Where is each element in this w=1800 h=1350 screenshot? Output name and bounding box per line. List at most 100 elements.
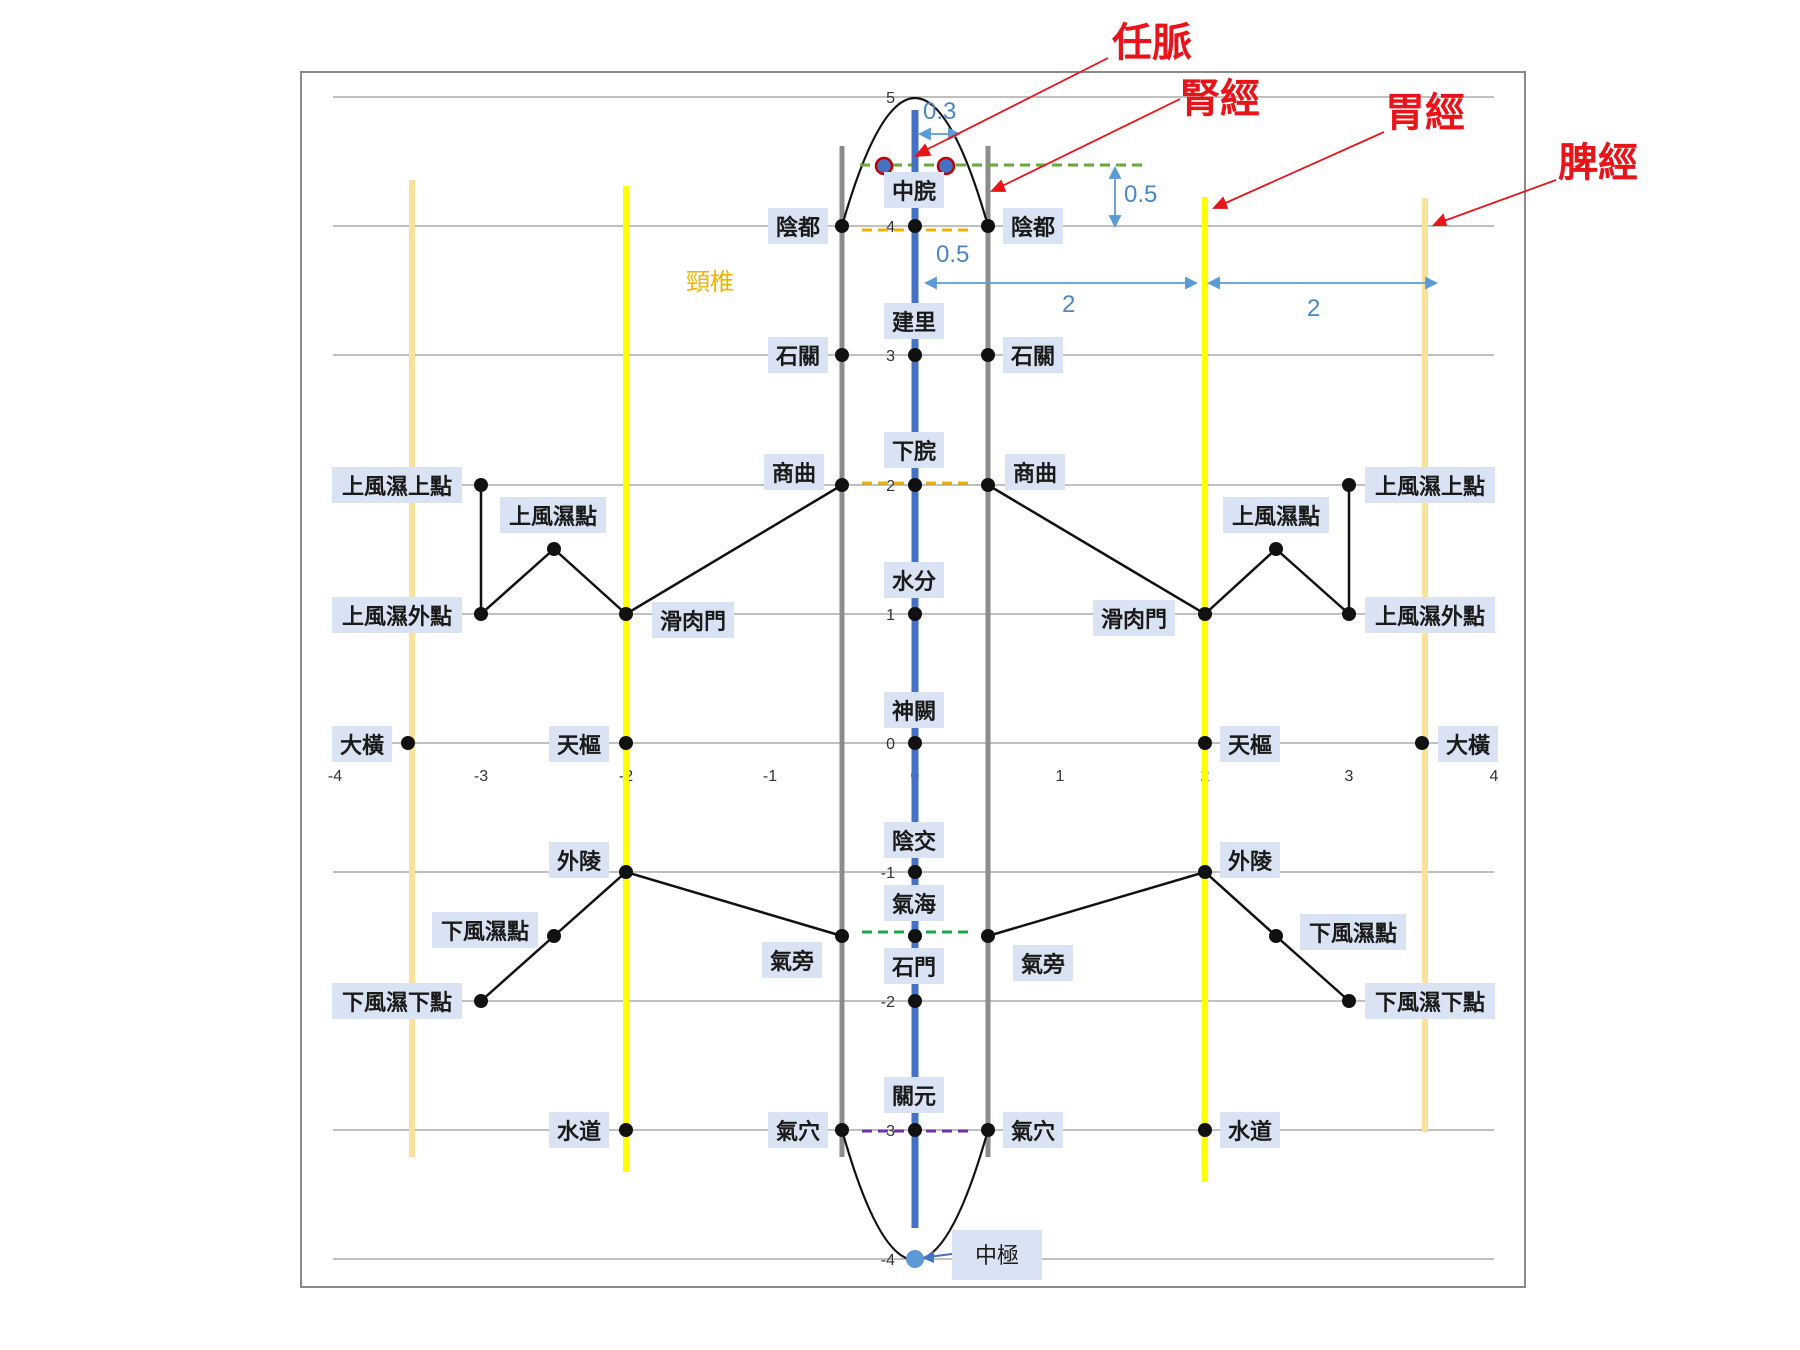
label-daheng-right: 大橫 (1438, 726, 1498, 762)
spleen-pointer-head (1431, 213, 1448, 226)
label-tianshu-left: 天樞 (549, 726, 609, 762)
label-text: 大橫 (1446, 734, 1490, 759)
point (981, 219, 995, 233)
label-qixue-left: 氣穴 (768, 1112, 828, 1148)
point (547, 929, 561, 943)
point (474, 994, 488, 1008)
dim-arrow (1185, 276, 1199, 290)
point (908, 929, 922, 943)
point (908, 1123, 922, 1137)
x-tick: -1 (763, 768, 777, 785)
point (1342, 994, 1356, 1008)
label-text: 外陵 (1228, 849, 1273, 875)
point (908, 348, 922, 362)
label-text: 下風濕點 (1309, 922, 1397, 947)
label-upper-wind-top-left: 上風濕上點 (332, 467, 462, 503)
label-text: 上風濕點 (509, 505, 597, 530)
label-upper-wind-right: 上風濕點 (1223, 497, 1329, 533)
y-tick: -2 (881, 994, 895, 1011)
x-tick: -4 (328, 768, 342, 785)
label-qixue-right: 氣穴 (1003, 1112, 1063, 1148)
ren-meridian-title: 任脈 (1112, 20, 1192, 66)
label-text: 氣旁 (1021, 952, 1065, 978)
x-tick: -3 (474, 768, 488, 785)
label-text: 上風濕上點 (342, 475, 452, 500)
dim-0-3-label: 0.3 (923, 98, 956, 125)
label-text: 下脘 (892, 439, 936, 465)
label-tianshu-right: 天樞 (1220, 726, 1280, 762)
dim-2-left-label: 2 (1062, 291, 1075, 318)
label-shiguan-right: 石關 (1003, 337, 1063, 373)
data-points (401, 219, 1429, 1137)
point (1198, 865, 1212, 879)
label-upper-wind-outer-left: 上風濕外點 (332, 597, 462, 633)
label-shangqu-right: 商曲 (1005, 454, 1065, 490)
point (1269, 542, 1283, 556)
label-text: 氣海 (892, 892, 936, 918)
label-huaroumen-right: 滑肉門 (1093, 600, 1175, 636)
label-text: 石關 (1010, 345, 1055, 370)
label-shimen: 石門 (884, 948, 944, 984)
label-text: 上風濕點 (1232, 505, 1320, 530)
point (1342, 607, 1356, 621)
point (1415, 736, 1429, 750)
point (1269, 929, 1283, 943)
label-yinjiao: 陰交 (884, 822, 944, 858)
point (835, 1123, 849, 1137)
x-tick: 1 (1056, 768, 1065, 785)
label-text: 石門 (891, 956, 936, 981)
y-tick: -1 (881, 865, 895, 882)
point (981, 929, 995, 943)
point (619, 736, 633, 750)
point (619, 865, 633, 879)
label-text: 商曲 (772, 461, 816, 487)
point (1198, 607, 1212, 621)
dim-arrow (1108, 215, 1122, 229)
label-shuidao-left: 水道 (549, 1112, 609, 1148)
dim-arrow (917, 127, 931, 141)
label-lower-wind-bottom-right: 下風濕下點 (1365, 983, 1495, 1019)
cervical-label: 頸椎 (686, 268, 734, 296)
point (981, 478, 995, 492)
label-shenque: 神闕 (884, 692, 944, 728)
point (1198, 1123, 1212, 1137)
point (619, 1123, 633, 1137)
label-yindu-left: 陰都 (768, 208, 828, 244)
point (981, 348, 995, 362)
ren-pointer (921, 57, 1109, 153)
label-text: 天樞 (1228, 733, 1272, 759)
point (908, 607, 922, 621)
label-lower-wind-left: 下風濕點 (432, 912, 538, 948)
dim-arrow (1206, 276, 1220, 290)
label-zhongwan: 中脘 (884, 172, 944, 208)
top-point-left (874, 156, 894, 176)
dim-0-5-vert-label: 0.5 (1124, 181, 1157, 208)
point (1342, 478, 1356, 492)
label-daheng-left: 大橫 (332, 726, 392, 762)
label-text: 大橫 (340, 734, 384, 759)
point (835, 478, 849, 492)
label-text: 陰都 (1011, 215, 1055, 241)
lower-right-connector (987, 870, 1350, 1002)
label-text: 商曲 (1013, 461, 1057, 487)
label-text: 外陵 (557, 849, 602, 875)
label-lower-wind-right: 下風濕點 (1300, 914, 1406, 950)
label-lower-wind-bottom-left: 下風濕下點 (332, 983, 462, 1019)
label-qihai: 氣海 (884, 885, 944, 921)
stomach-meridian-title: 胃經 (1385, 90, 1465, 136)
dim-arrow (1425, 276, 1439, 290)
x-tick: 4 (1490, 768, 1499, 785)
label-text: 天樞 (557, 733, 601, 759)
point (908, 478, 922, 492)
label-wailing-right: 外陵 (1220, 842, 1280, 878)
label-text: 滑肉門 (1101, 608, 1167, 633)
point (835, 219, 849, 233)
label-text: 水道 (557, 1119, 601, 1145)
point (835, 348, 849, 362)
label-text: 陰都 (776, 215, 820, 241)
dim-2-right-label: 2 (1307, 295, 1320, 322)
y-tick: 2 (886, 478, 895, 495)
kidney-pointer-head (989, 179, 1007, 192)
label-shangqu-left: 商曲 (764, 454, 824, 490)
y-tick-labels: 5 4 3 2 1 0 -1 -2 -3 -4 (881, 90, 895, 1269)
